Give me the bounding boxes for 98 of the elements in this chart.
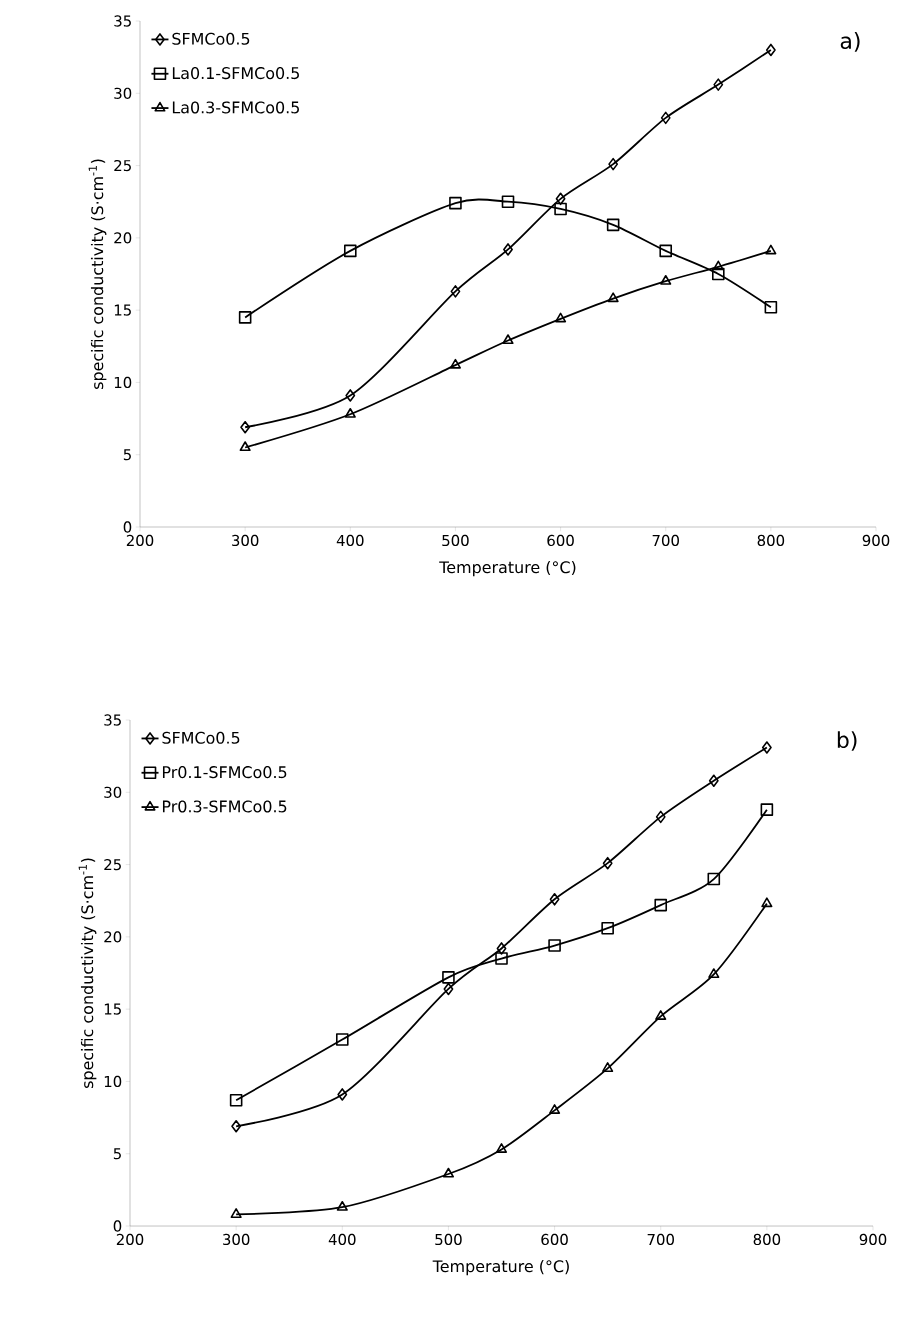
y-tick-label: 30 — [114, 87, 132, 99]
point — [503, 243, 513, 256]
point — [602, 1062, 614, 1072]
point — [240, 420, 251, 434]
point — [554, 202, 567, 216]
legend-label: Pr0.3-SFMCo0.5 — [162, 800, 287, 813]
y-tick-label: 0 — [123, 521, 132, 533]
point — [336, 1200, 348, 1211]
point — [655, 1010, 667, 1020]
x-tick-label: 800 — [753, 1233, 781, 1246]
point — [761, 741, 772, 754]
point — [660, 274, 672, 285]
x-tick-label: 300 — [223, 1233, 250, 1246]
point — [655, 810, 666, 824]
point — [760, 803, 774, 816]
y-tick-label: 25 — [114, 159, 131, 172]
point — [335, 1033, 349, 1046]
point — [495, 1143, 508, 1153]
point — [660, 111, 671, 125]
point — [761, 897, 773, 908]
y-tick-label: 10 — [104, 1075, 122, 1088]
point — [344, 407, 356, 418]
point — [708, 774, 719, 788]
point — [707, 872, 721, 886]
point — [549, 1104, 561, 1114]
y-tick-label: 35 — [104, 714, 121, 726]
x-tick-label: 900 — [859, 1233, 887, 1246]
x-tick-label: 900 — [862, 534, 890, 547]
point — [443, 982, 454, 996]
point — [765, 244, 777, 255]
point — [449, 196, 462, 210]
point — [601, 921, 614, 935]
legend-label: Pr0.1-SFMCo0.5 — [162, 766, 287, 779]
point — [238, 311, 252, 324]
x-tick-label: 600 — [541, 1233, 568, 1246]
point — [343, 244, 357, 258]
y-tick-label: 5 — [123, 449, 131, 461]
y-tick-label: 15 — [114, 304, 131, 316]
point — [659, 244, 673, 258]
x-axis-title: Temperature (°C) — [439, 560, 576, 577]
point — [549, 892, 560, 906]
y-tick-label: 35 — [114, 15, 131, 27]
point — [337, 1088, 348, 1101]
legend-label: SFMCo0.5 — [162, 731, 240, 744]
y-tick-label: 0 — [113, 1220, 122, 1232]
x-tick-label: 400 — [328, 1233, 356, 1246]
point — [555, 312, 567, 323]
x-tick-label: 200 — [116, 1233, 144, 1246]
legend-label: SFMCo0.5 — [172, 32, 250, 45]
annotation: b) — [837, 731, 857, 751]
point — [608, 157, 619, 171]
annotation: a) — [840, 32, 860, 52]
y-tick-label: 20 — [114, 232, 132, 244]
point — [654, 898, 668, 912]
y-axis-title: specific conductivity (S·cm$^{-1}$) — [88, 159, 107, 390]
point — [602, 856, 613, 870]
point — [495, 952, 508, 965]
y-axis-title: specific conductivity (S·cm$^{-1}$) — [78, 858, 97, 1089]
point — [764, 300, 778, 314]
legend-label: La0.1-SFMCo0.5 — [172, 67, 299, 80]
y-tick-label: 20 — [104, 931, 122, 943]
point — [548, 939, 561, 952]
point — [555, 192, 566, 206]
point — [450, 285, 461, 298]
y-tick-label: 10 — [114, 376, 132, 389]
y-tick-label: 25 — [104, 858, 121, 871]
point — [345, 389, 356, 402]
x-tick-label: 400 — [336, 534, 364, 547]
x-tick-label: 800 — [757, 534, 785, 547]
x-tick-label: 500 — [435, 1233, 462, 1246]
x-axis-title: Temperature (°C) — [432, 1259, 569, 1276]
y-tick-label: 30 — [104, 786, 122, 798]
point — [496, 942, 507, 955]
point — [449, 358, 461, 369]
point — [708, 968, 720, 979]
x-tick-label: 500 — [442, 534, 469, 547]
point — [712, 267, 725, 281]
y-tick-label: 15 — [104, 1003, 121, 1015]
x-tick-label: 700 — [652, 534, 679, 547]
x-tick-label: 200 — [126, 534, 154, 547]
point — [765, 43, 776, 57]
point — [442, 971, 455, 984]
y-tick-label: 5 — [113, 1148, 121, 1160]
point — [239, 441, 251, 452]
point — [230, 1208, 242, 1219]
x-tick-label: 300 — [232, 534, 259, 547]
point — [606, 218, 620, 232]
point — [502, 334, 514, 345]
point — [442, 1167, 454, 1178]
point — [713, 78, 724, 91]
point — [501, 195, 515, 209]
point — [229, 1093, 243, 1107]
point — [712, 260, 724, 271]
legend-label: La0.3-SFMCo0.5 — [172, 101, 299, 114]
point — [607, 292, 619, 303]
x-tick-label: 700 — [647, 1233, 674, 1246]
point — [231, 1119, 242, 1133]
x-tick-label: 600 — [547, 534, 574, 547]
